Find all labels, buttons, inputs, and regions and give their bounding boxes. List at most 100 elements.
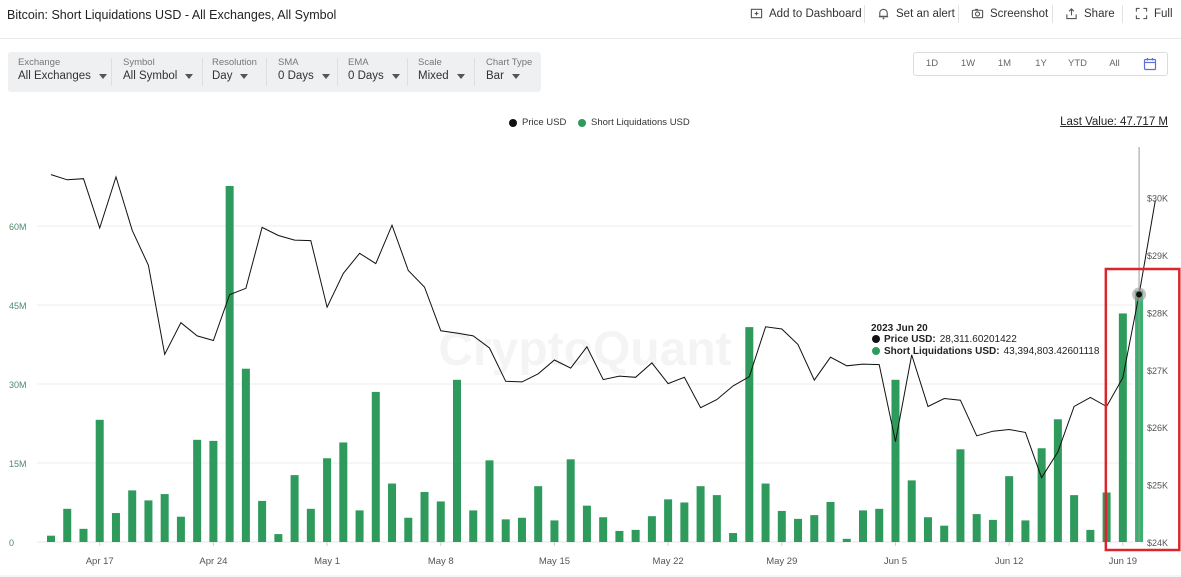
liquidation-bar[interactable] <box>907 480 916 542</box>
sma-value: 0 Days <box>278 70 314 82</box>
liquidation-bar[interactable] <box>745 327 754 542</box>
legend-item-price[interactable]: Price USD <box>509 117 566 128</box>
liquidation-bar[interactable] <box>128 490 137 542</box>
liquidation-bar[interactable] <box>209 440 218 542</box>
liquidation-bar[interactable] <box>290 475 299 542</box>
liquidation-bar[interactable] <box>241 368 250 542</box>
liquidation-bar[interactable] <box>193 439 202 542</box>
add-to-dashboard-button[interactable]: Add to Dashboard <box>750 7 862 20</box>
liquidation-bar[interactable] <box>550 520 559 542</box>
liquidation-bar[interactable] <box>453 379 461 542</box>
liquidation-bar[interactable] <box>420 491 429 542</box>
exchange-select[interactable]: Exchange All Exchanges <box>8 52 111 92</box>
liquidation-bar[interactable] <box>582 505 591 542</box>
liquidation-bar[interactable] <box>729 533 738 542</box>
range-1y-button[interactable]: 1Y <box>1035 58 1047 69</box>
fullscreen-button[interactable]: Full <box>1135 7 1173 20</box>
liquidation-bar[interactable] <box>680 502 689 543</box>
liquidation-bar[interactable] <box>1070 495 1079 542</box>
liquidation-bar[interactable] <box>566 459 575 542</box>
liquidation-bar[interactable] <box>323 458 332 542</box>
liquidation-bar[interactable] <box>258 500 267 542</box>
scale-select[interactable]: Scale Mixed <box>408 52 475 92</box>
liquidation-bar[interactable] <box>355 510 364 542</box>
range-1d-button[interactable]: 1D <box>925 58 939 69</box>
liquidation-bar[interactable] <box>176 516 185 542</box>
screenshot-button[interactable]: Screenshot <box>971 7 1048 20</box>
liquidation-bar[interactable] <box>794 518 803 542</box>
liquidation-bar[interactable] <box>388 483 397 542</box>
liquidation-bar[interactable] <box>599 517 608 542</box>
liquidation-bar[interactable] <box>1037 448 1046 542</box>
liquidation-bar[interactable] <box>810 515 819 542</box>
set-alert-button[interactable]: Set an alert <box>877 7 955 20</box>
x-tick-label: May 1 <box>314 556 340 567</box>
liquidation-bar[interactable] <box>777 510 786 542</box>
chevron-down-icon <box>98 73 107 79</box>
liquidation-bar[interactable] <box>160 494 169 542</box>
symbol-select[interactable]: Symbol All Symbol <box>113 52 201 92</box>
liquidation-bar[interactable] <box>1005 476 1014 542</box>
liquidation-bar[interactable] <box>47 535 55 542</box>
liquidation-bar[interactable] <box>923 517 932 542</box>
liquidation-bar[interactable] <box>371 391 380 542</box>
liquidation-bar[interactable] <box>940 525 949 542</box>
liquidation-bar[interactable] <box>875 508 884 542</box>
liquidation-bar[interactable] <box>144 500 153 542</box>
liquidation-bar[interactable] <box>501 519 510 542</box>
liquidation-bar[interactable] <box>859 510 867 542</box>
liquidation-bar[interactable] <box>664 499 673 542</box>
range-1m-button[interactable]: 1M <box>997 58 1012 69</box>
liquidation-bar[interactable] <box>95 419 104 542</box>
liquidation-bar[interactable] <box>761 483 770 542</box>
liquidation-bar[interactable] <box>1118 313 1127 542</box>
liquidation-bar[interactable] <box>469 510 478 542</box>
liquidation-bar[interactable] <box>696 486 705 542</box>
calendar-icon[interactable] <box>1143 57 1157 71</box>
x-tick-label: Jun 12 <box>995 556 1024 567</box>
liquidation-bar[interactable] <box>274 534 283 542</box>
resolution-select[interactable]: Resolution Day <box>202 52 266 92</box>
liquidation-bar[interactable] <box>111 513 120 542</box>
liquidation-bar[interactable] <box>712 495 721 542</box>
ema-select[interactable]: EMA 0 Days <box>338 52 408 92</box>
legend-label-liquidations: Short Liquidations USD <box>591 117 690 128</box>
liquidation-bar[interactable] <box>339 442 348 542</box>
liquidation-bar[interactable] <box>891 379 900 542</box>
liquidation-bar[interactable] <box>79 528 88 542</box>
liquidation-bar[interactable] <box>1086 529 1095 542</box>
liquidation-bar[interactable] <box>842 538 851 542</box>
liquidation-bar[interactable] <box>534 486 543 542</box>
legend-item-liquidations[interactable]: Short Liquidations USD <box>578 117 690 128</box>
x-tick-label: May 29 <box>766 556 797 567</box>
liquidation-bar[interactable] <box>517 517 526 542</box>
y-left-tick-label: 60M <box>9 222 27 232</box>
liquidation-bar[interactable] <box>956 449 965 542</box>
range-ytd-button[interactable]: YTD <box>1068 58 1087 69</box>
sma-select[interactable]: SMA 0 Days <box>268 52 337 92</box>
liquidation-bar[interactable] <box>631 529 640 542</box>
last-value-link[interactable]: Last Value: 47.717 M <box>1060 116 1168 128</box>
x-tick-label: May 15 <box>539 556 570 567</box>
liquidation-bar[interactable] <box>306 508 315 542</box>
liquidation-bar[interactable] <box>1021 520 1030 542</box>
liquidation-bar[interactable] <box>63 508 72 542</box>
liquidation-bar[interactable] <box>988 519 997 542</box>
range-all-button[interactable]: All <box>1109 58 1120 69</box>
range-1w-button[interactable]: 1W <box>960 58 976 69</box>
liquidation-bar[interactable] <box>404 517 413 542</box>
liquidation-bar[interactable] <box>1053 419 1062 542</box>
liquidation-bar[interactable] <box>485 460 494 542</box>
share-button[interactable]: Share <box>1065 7 1115 20</box>
chart-type-select[interactable]: Chart Type Bar <box>476 52 541 92</box>
liquidation-bar[interactable] <box>972 514 981 542</box>
share-label: Share <box>1084 7 1115 20</box>
liquidation-bar[interactable] <box>436 501 445 542</box>
liquidation-bar[interactable] <box>647 516 656 542</box>
chevron-down-icon <box>511 73 520 79</box>
liquidation-bar[interactable] <box>615 530 624 542</box>
liquidation-bar[interactable] <box>826 501 835 542</box>
exchange-label: Exchange <box>18 57 61 68</box>
liquidation-bar[interactable] <box>225 185 234 542</box>
